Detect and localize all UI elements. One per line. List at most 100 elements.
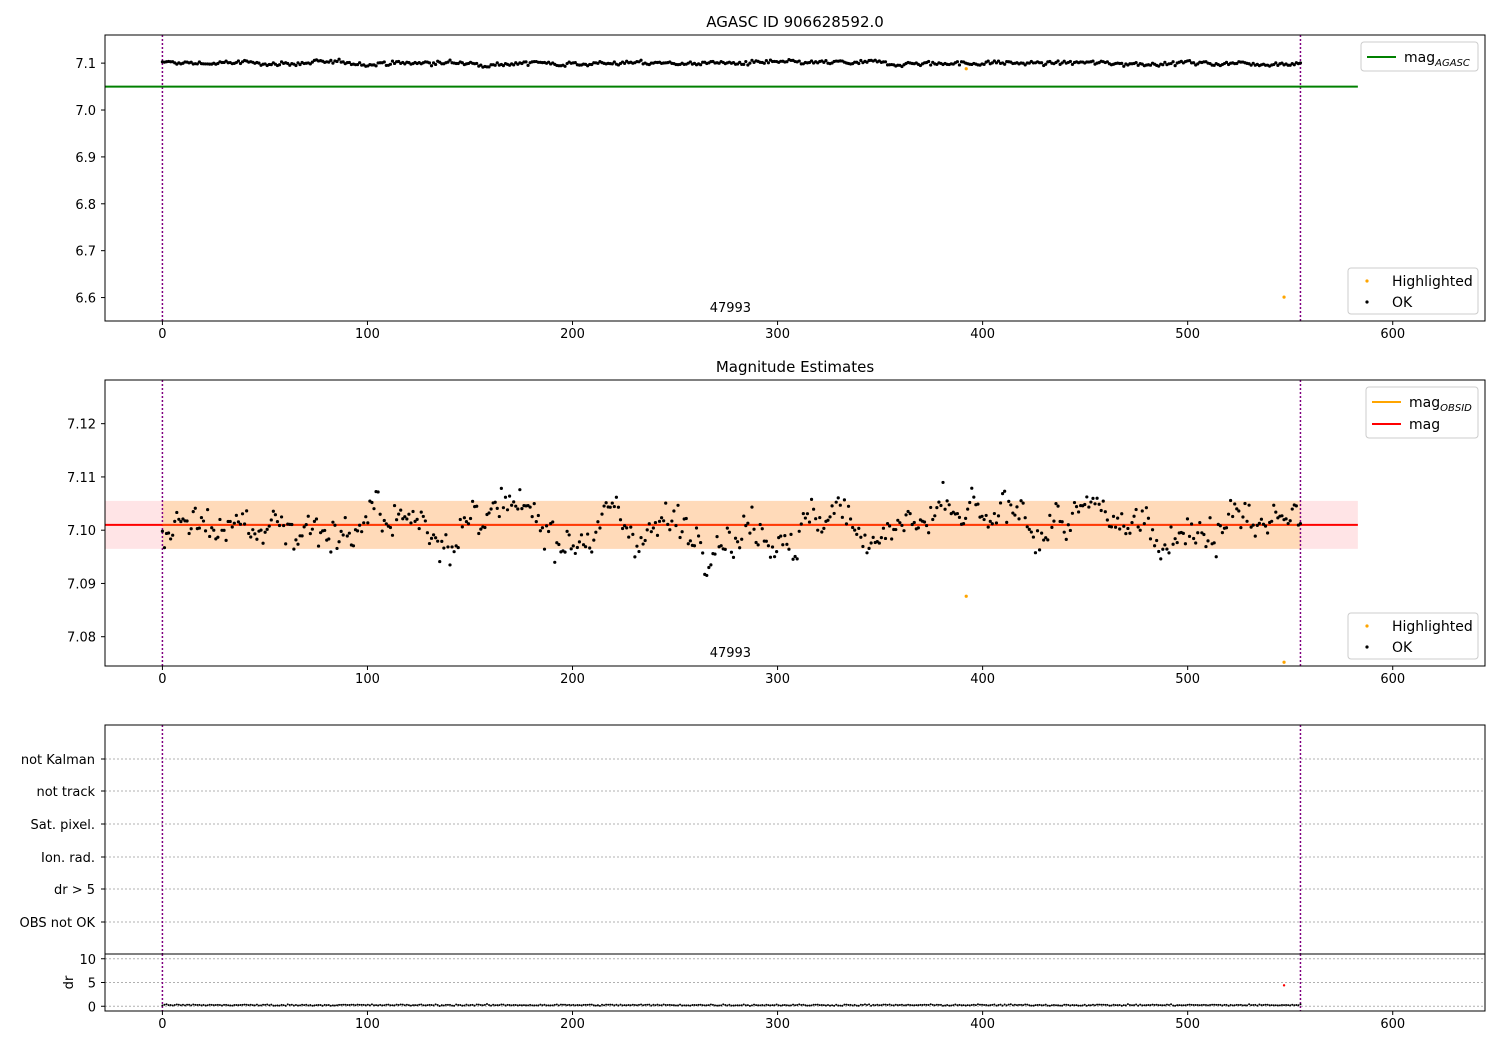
ok-point (614, 495, 618, 499)
ok-point (265, 527, 269, 531)
dr-point (1239, 1003, 1242, 1006)
dr-point (1235, 1003, 1238, 1006)
dr-point (1091, 1003, 1094, 1006)
dr-point (892, 1004, 895, 1007)
dr-point (428, 1003, 431, 1006)
ok-point (1224, 60, 1229, 64)
dr-point (1299, 1003, 1302, 1006)
ok-point (842, 498, 847, 502)
ok-point (442, 546, 446, 550)
ok-point (840, 515, 844, 519)
ok-point (438, 559, 442, 564)
ok-point (748, 531, 752, 535)
dr-point (171, 1004, 174, 1007)
ok-point (859, 58, 863, 63)
ok-point (403, 515, 407, 519)
ok-point (824, 59, 828, 63)
dr-point (416, 1004, 419, 1007)
dr-point (535, 1004, 538, 1007)
ok-point (1011, 511, 1015, 515)
ok-point (768, 555, 773, 559)
ok-point (1192, 536, 1196, 541)
ok-point (358, 61, 362, 65)
ok-point (1091, 59, 1095, 63)
dr-point (323, 1003, 326, 1006)
ok-point (397, 59, 401, 64)
ok-point (429, 64, 434, 68)
ok-point (879, 536, 883, 540)
ok-point (1144, 506, 1148, 510)
ok-point (259, 528, 263, 532)
dr-point (1295, 1003, 1298, 1006)
dr-point (703, 1004, 706, 1007)
dr-point (165, 1003, 168, 1006)
ok-point (1226, 512, 1231, 516)
ok-point (1253, 534, 1257, 538)
dr-point (935, 1003, 938, 1006)
dr-point (537, 1004, 540, 1007)
dr-point (831, 1004, 834, 1007)
dr-point (822, 1004, 825, 1007)
dr-point (810, 1004, 813, 1007)
dr-point (619, 1003, 622, 1006)
ok-point (208, 534, 212, 539)
ok-point (594, 530, 598, 534)
ok-point (294, 538, 298, 542)
ok-point (900, 523, 904, 528)
dr-point (763, 1004, 766, 1007)
dr-point (635, 1004, 638, 1007)
ok-point (598, 526, 602, 530)
ok-point (1013, 513, 1017, 517)
dr-point (627, 1003, 630, 1006)
ok-point (579, 533, 584, 537)
ok-point (475, 61, 479, 66)
ok-point (269, 518, 273, 522)
ok-point (723, 547, 727, 551)
ok-point (257, 61, 261, 65)
dr-point (1133, 1004, 1136, 1007)
dr-point (331, 1004, 334, 1007)
dr-point (611, 1003, 614, 1006)
ok-point (826, 518, 830, 522)
dr-point (405, 1003, 408, 1006)
dr-point (255, 1003, 258, 1006)
dr-point (594, 1004, 597, 1007)
ok-point (657, 519, 662, 523)
dr-point (1052, 1003, 1055, 1006)
ok-point (567, 533, 571, 537)
dr-point (870, 1004, 873, 1007)
dr-point (1122, 1004, 1125, 1007)
ok-point (1023, 63, 1027, 67)
ok-point (733, 536, 738, 540)
legend-ok-marker (1365, 300, 1369, 304)
dr-point (662, 1003, 665, 1006)
flags-panel: not Kalman not track Sat. pixel. Ion. rad. d… (20, 724, 1486, 955)
ok-point (1175, 540, 1179, 545)
ok-point (487, 511, 491, 515)
dr-point (814, 1003, 817, 1006)
dr-point (728, 1003, 731, 1006)
dr-point (787, 1004, 790, 1007)
ok-point (236, 520, 241, 524)
dr-point (1120, 1004, 1123, 1007)
dr-point (863, 1003, 866, 1006)
ok-point (791, 557, 795, 561)
dr-point (613, 1004, 616, 1007)
ok-point (1132, 514, 1136, 518)
dr-point (1126, 1003, 1129, 1006)
dr-point (677, 1004, 680, 1007)
ok-point (1116, 516, 1120, 520)
ok-point (337, 540, 341, 544)
dr-point (381, 1004, 384, 1007)
ok-point (1003, 62, 1007, 66)
ok-point (955, 60, 959, 64)
ok-point (731, 555, 736, 559)
dr-point (358, 1003, 361, 1006)
dr-point (366, 1003, 369, 1006)
ok-point (497, 514, 501, 519)
y-tick-label: 7.08 (67, 631, 96, 646)
ok-point (629, 525, 633, 529)
dr-point (876, 1003, 879, 1006)
ok-point (331, 61, 335, 65)
dr-point (432, 1004, 435, 1007)
